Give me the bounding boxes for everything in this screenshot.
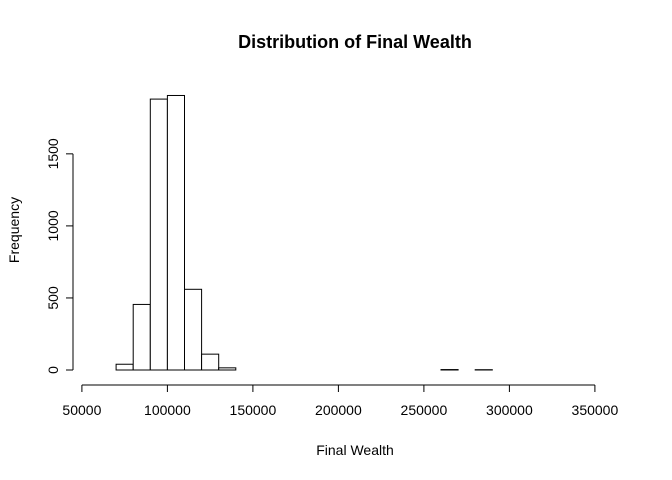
y-axis-label: Frequency <box>6 197 22 263</box>
histogram-bar <box>115 363 134 371</box>
x-axis-label: Final Wealth <box>316 442 394 458</box>
x-tick-label: 350000 <box>572 402 619 418</box>
histogram-bar <box>132 303 151 371</box>
y-tick-label: 0 <box>45 366 61 374</box>
y-tick-label: 500 <box>45 286 61 310</box>
y-tick-label: 1000 <box>45 210 61 241</box>
x-tick-label: 200000 <box>315 402 362 418</box>
chart-title: Distribution of Final Wealth <box>238 32 472 52</box>
y-axis: 0 500 1000 1500 <box>45 138 74 374</box>
histogram-bar <box>184 288 203 371</box>
x-tick-label: 300000 <box>486 402 533 418</box>
histogram-bar <box>149 98 168 371</box>
histogram-bars <box>115 94 493 371</box>
x-axis: 50000 100000 150000 200000 250000 300000 35000… <box>62 384 619 418</box>
x-tick-label: 50000 <box>62 402 101 418</box>
x-tick-label: 100000 <box>144 402 191 418</box>
x-tick-label: 150000 <box>230 402 277 418</box>
x-tick-label: 250000 <box>401 402 448 418</box>
y-tick-label: 1500 <box>45 138 61 169</box>
histogram-bar <box>201 353 220 371</box>
histogram-bar <box>166 94 185 371</box>
histogram-bar <box>218 367 237 371</box>
